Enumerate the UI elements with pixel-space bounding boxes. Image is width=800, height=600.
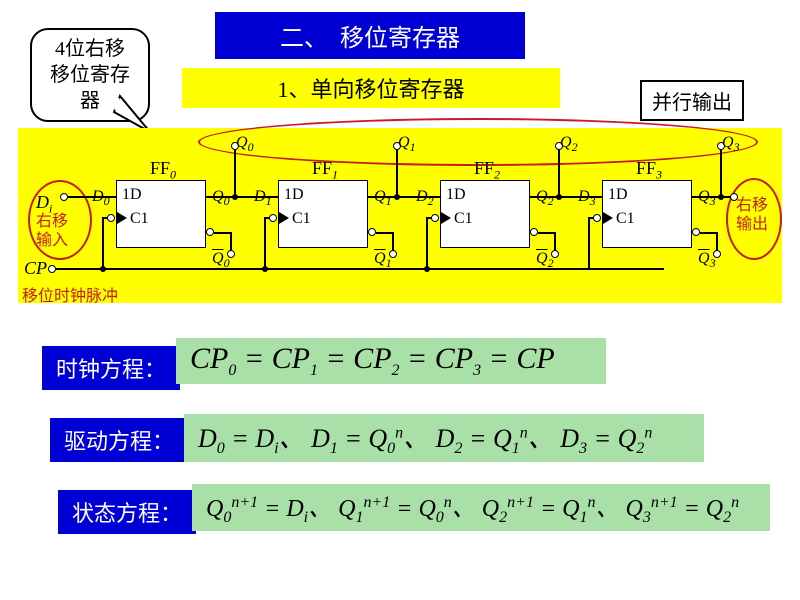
q-branch-node-0: [232, 194, 238, 200]
q-out-label-3: Q3: [698, 188, 716, 209]
ff-name-label-0: FF0: [150, 158, 176, 183]
ff-1d-label-0: 1D: [122, 186, 142, 204]
qbar-bubble-0: [206, 228, 214, 236]
clock-eq-label: 时钟方程：: [42, 346, 180, 390]
di-input-terminal: [60, 193, 68, 201]
clock-wire-h-0: [102, 217, 108, 219]
qbar-down-wire-2: [554, 232, 556, 252]
ff-name-label-1: FF1: [312, 158, 338, 183]
right-shift-out-text: 右移 输出: [736, 196, 768, 234]
clock-triangle-icon-3: [603, 212, 613, 224]
ff-1d-label-2: 1D: [446, 186, 466, 204]
cp-bus-wire: [56, 268, 664, 270]
cp-label: CP: [24, 258, 47, 279]
top-q-label-0: Q0: [236, 134, 254, 155]
clock-triangle-icon-2: [441, 212, 451, 224]
q-up-wire-1: [396, 148, 398, 196]
ff-name-label-3: FF3: [636, 158, 662, 183]
q-out-label-0: Q0: [212, 188, 230, 209]
clock-wire-1: [264, 218, 266, 268]
d-input-label-0: D0: [92, 188, 110, 209]
clock-wire-0: [102, 218, 104, 268]
q-up-wire-3: [720, 148, 722, 196]
right-shift-in-text: 右移 输入: [36, 212, 68, 250]
top-q-label-2: Q2: [560, 134, 578, 155]
ff-c1-label-2: C1: [454, 210, 473, 228]
d-input-label-1: D1: [254, 188, 272, 209]
q-out-label-2: Q2: [536, 188, 554, 209]
drive-eq: D0 = Di、 D1 = Q0n、 D2 = Q1n、 D3 = Q2n: [184, 414, 704, 462]
d-input-label-2: D2: [416, 188, 434, 209]
d-input-label-3: D3: [578, 188, 596, 209]
qbar-bubble-2: [530, 228, 538, 236]
subtitle: 1、单向移位寄存器: [182, 68, 560, 108]
clock-bubble-2: [431, 214, 439, 222]
qbar-down-wire-0: [230, 232, 232, 252]
clock-eq: CP0 = CP1 = CP2 = CP3 = CP: [176, 338, 606, 384]
ff-name-label-2: FF2: [474, 158, 500, 183]
qbar-bubble-3: [692, 228, 700, 236]
ff-1d-label-1: 1D: [284, 186, 304, 204]
main-title: 二、 移位寄存器: [215, 12, 525, 59]
qbar-down-wire-1: [392, 232, 394, 252]
state-eq-label: 状态方程：: [58, 490, 196, 534]
cp-desc: 移位时钟脉冲: [22, 282, 118, 306]
q-branch-node-3: [718, 194, 724, 200]
drive-eq-label: 驱动方程：: [50, 418, 188, 462]
clock-wire-h-1: [264, 217, 270, 219]
clock-wire-3: [588, 218, 590, 268]
cp-input-terminal: [48, 265, 56, 273]
di-wire: [68, 196, 116, 198]
qbar-down-wire-3: [716, 232, 718, 252]
clock-bubble-0: [107, 214, 115, 222]
q-branch-node-2: [556, 194, 562, 200]
clock-wire-h-3: [588, 217, 594, 219]
clock-triangle-icon-0: [117, 212, 127, 224]
ff-c1-label-1: C1: [292, 210, 311, 228]
parallel-output-label: 并行输出: [640, 80, 744, 121]
clock-wire-2: [426, 218, 428, 268]
q-up-wire-2: [558, 148, 560, 196]
top-q-label-1: Q1: [398, 134, 416, 155]
q-branch-node-1: [394, 194, 400, 200]
top-q-label-3: Q3: [722, 134, 740, 155]
clock-wire-h-2: [426, 217, 432, 219]
ff-c1-label-3: C1: [616, 210, 635, 228]
q-up-wire-0: [234, 148, 236, 196]
q-out-label-1: Q1: [374, 188, 392, 209]
clock-triangle-icon-1: [279, 212, 289, 224]
qbar-label-3: Q3: [698, 250, 716, 271]
clock-bubble-3: [593, 214, 601, 222]
state-eq: Q0n+1 = Di、 Q1n+1 = Q0n、 Q2n+1 = Q1n、 Q3…: [192, 484, 770, 531]
clock-bubble-1: [269, 214, 277, 222]
output-terminal: [730, 193, 738, 201]
ff-c1-label-0: C1: [130, 210, 149, 228]
qbar-bubble-1: [368, 228, 376, 236]
ff-1d-label-3: 1D: [608, 186, 628, 204]
